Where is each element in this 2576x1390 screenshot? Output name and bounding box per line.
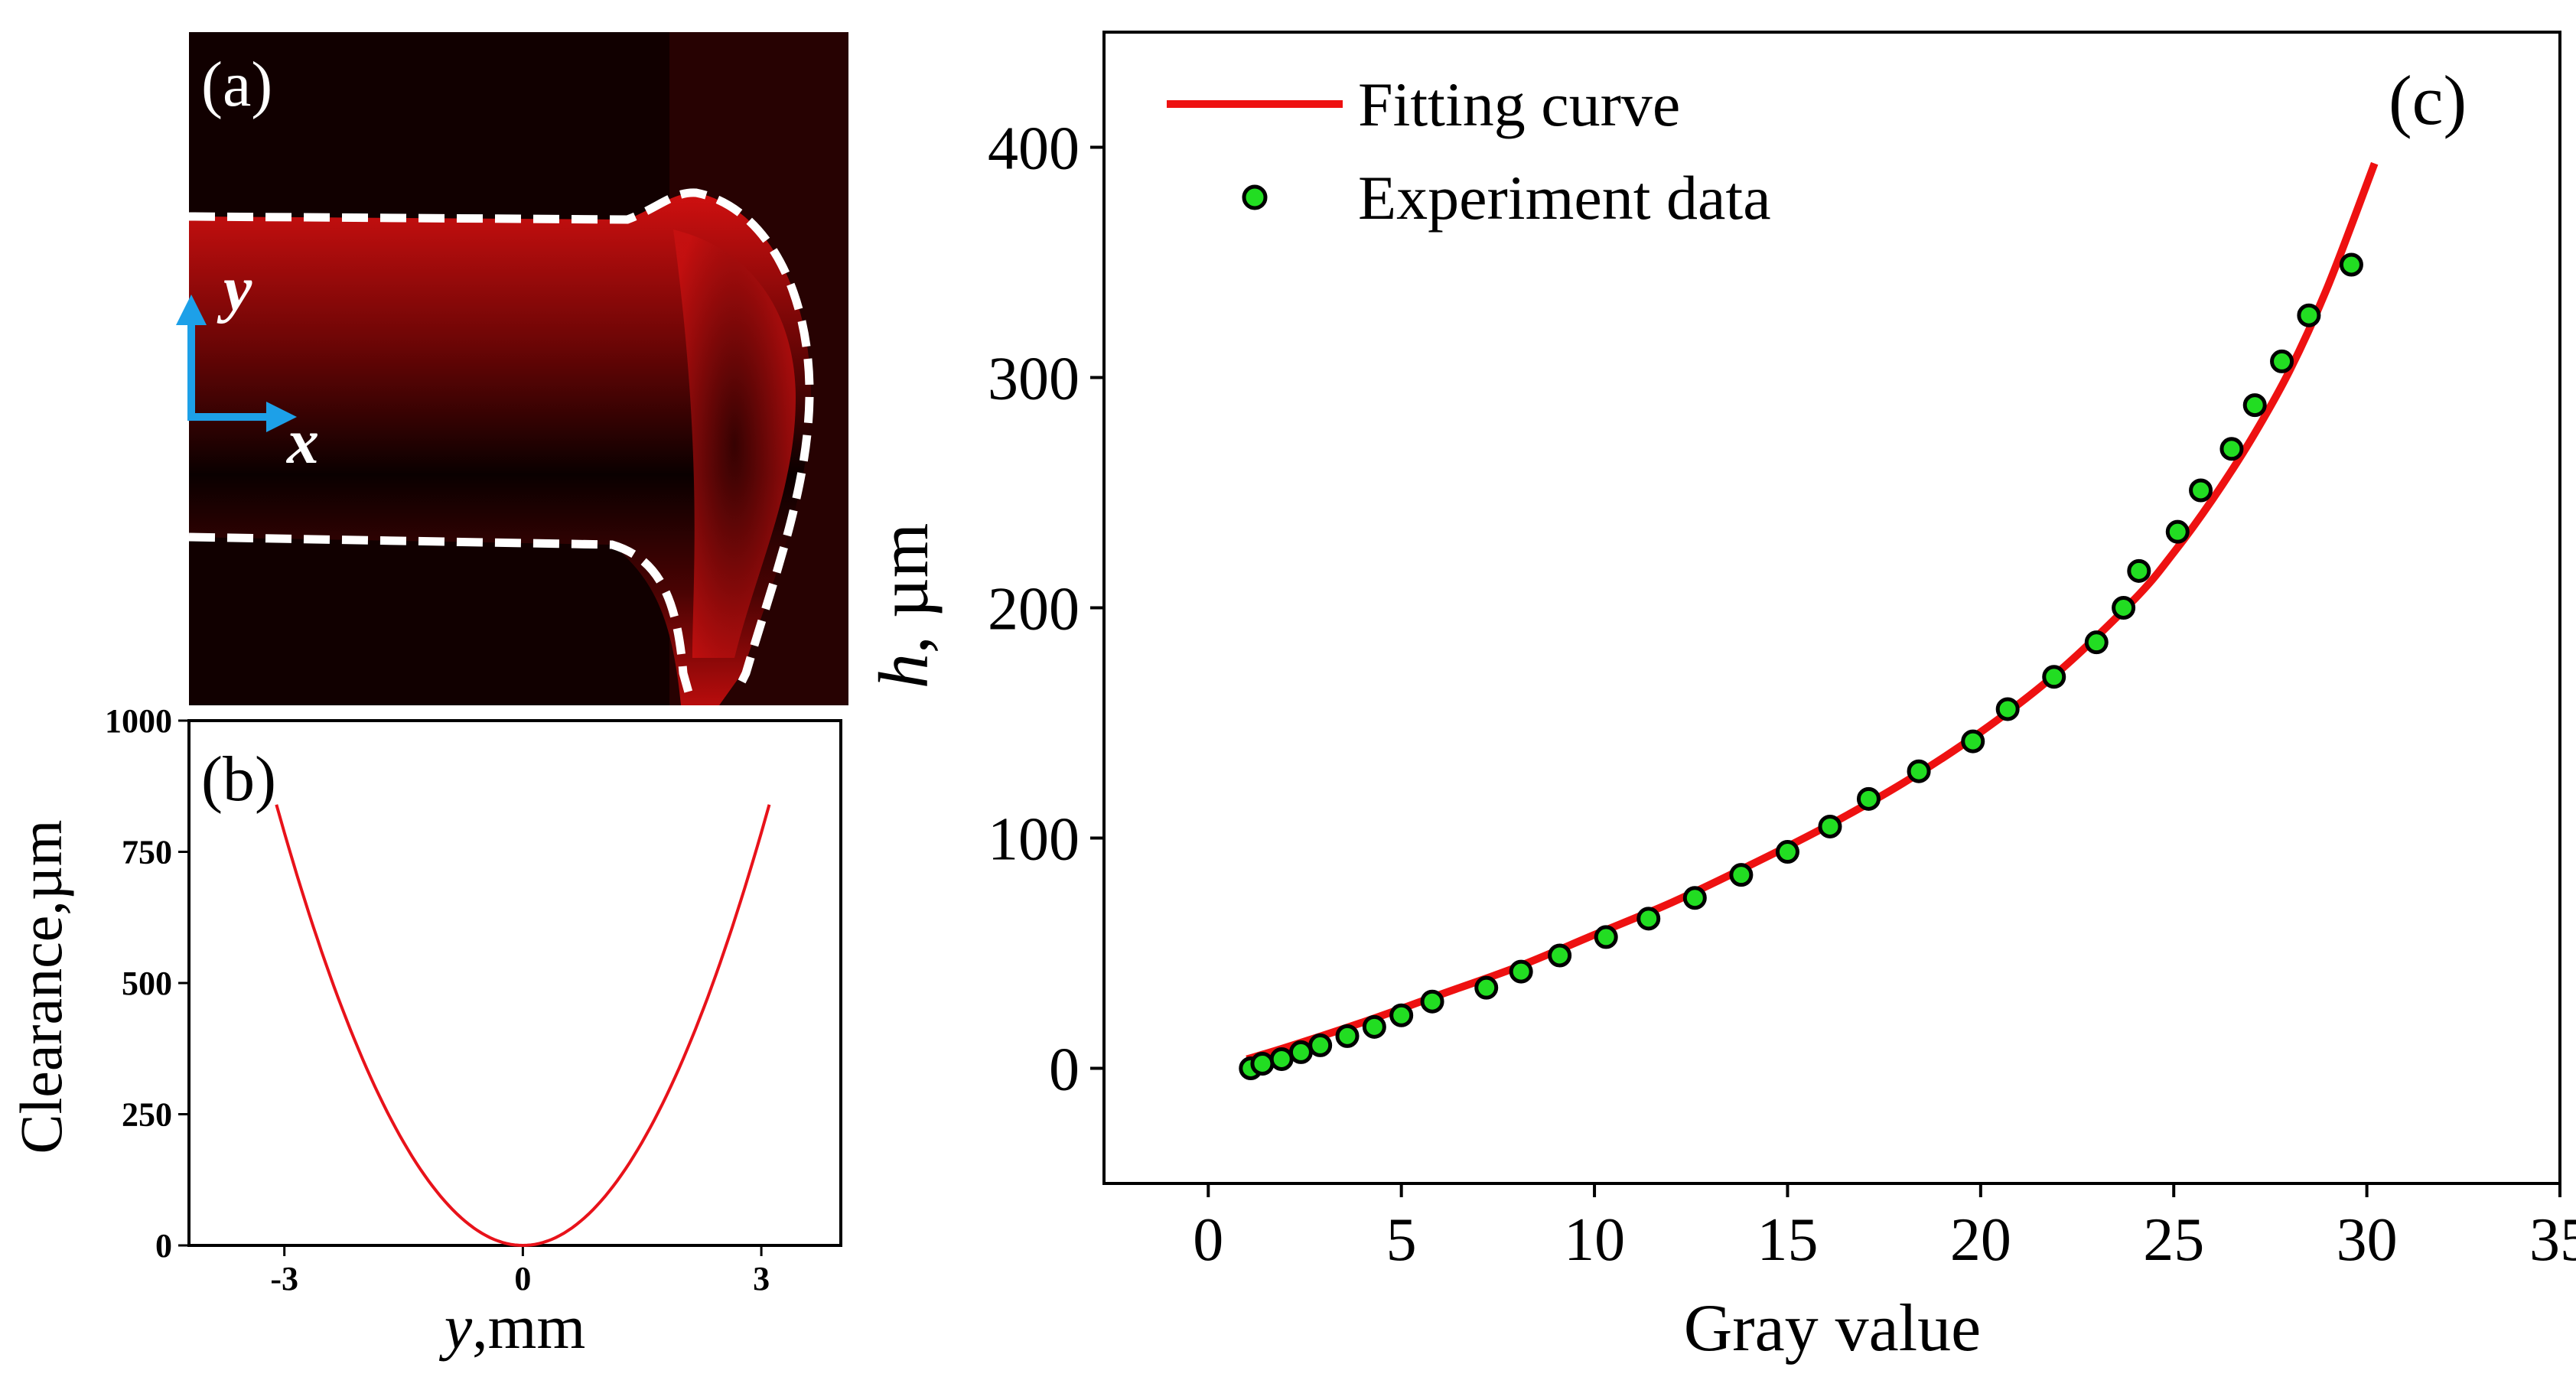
panel-b-ytick-label: 750 bbox=[122, 834, 172, 871]
panel-c-ylabel: h, µm bbox=[865, 523, 943, 689]
panel-b-label: (b) bbox=[201, 744, 276, 815]
legend-fit-label: Fitting curve bbox=[1358, 70, 1680, 139]
panel-c-chart: 0 5 10 15 20 25 30 35 0 100 200 300 400 (c) Fitting … bbox=[865, 31, 2576, 1366]
experiment-point bbox=[1818, 814, 1842, 838]
experiment-point bbox=[1389, 1003, 1414, 1027]
experiment-point bbox=[1269, 1047, 1294, 1071]
panel-c-xtick-label: 5 bbox=[1386, 1206, 1417, 1274]
panel-b-xlabel: y,mm bbox=[439, 1292, 585, 1362]
experiment-point bbox=[2297, 303, 2321, 327]
experiment-point bbox=[1362, 1014, 1386, 1039]
panel-c-xtick-label: 35 bbox=[2529, 1206, 2576, 1274]
experiment-point bbox=[1682, 886, 1707, 910]
panel-c-frame bbox=[1102, 31, 2561, 1185]
experiment-point bbox=[1250, 1051, 1275, 1076]
experiment-point bbox=[2165, 519, 2190, 544]
experiment-point bbox=[1420, 989, 1444, 1014]
panel-b-ytick-label: 0 bbox=[155, 1227, 172, 1265]
panel-c-xtick-label: 30 bbox=[2337, 1206, 2398, 1274]
axis-x-label: x bbox=[285, 406, 319, 477]
experiment-point bbox=[1907, 759, 1931, 783]
experiment-point bbox=[1856, 786, 1881, 811]
experiment-point bbox=[1729, 863, 1754, 887]
experiment-point bbox=[1636, 907, 1661, 931]
panel-b-chart: -3 0 3 0 250 500 750 1000 (b) Clearance,µm y,mm bbox=[8, 702, 842, 1362]
experiment-point bbox=[2219, 437, 2244, 461]
experiment-point bbox=[1288, 1040, 1313, 1064]
panel-c-ylabel-unit: , µm bbox=[865, 523, 943, 654]
bulb-shadow bbox=[673, 229, 796, 658]
panel-c-ytick-label: 100 bbox=[988, 806, 1080, 874]
panel-b-xlabel-var: y bbox=[439, 1292, 473, 1362]
panel-a-image: y x (a) bbox=[176, 32, 848, 705]
panel-b-xtick-label: 0 bbox=[514, 1260, 531, 1297]
panel-c-xtick-label: 15 bbox=[1757, 1206, 1818, 1274]
panel-a-label: (a) bbox=[201, 49, 272, 120]
lower-boundary-dashed bbox=[188, 532, 693, 694]
experiment-point bbox=[1995, 697, 2020, 721]
panel-c-label: (c) bbox=[2389, 61, 2467, 139]
panel-c-xtick-label: 0 bbox=[1193, 1206, 1223, 1274]
experiment-point bbox=[1594, 925, 1618, 949]
experiment-point bbox=[1509, 959, 1533, 984]
panel-b-ytick-label: 250 bbox=[122, 1096, 172, 1134]
panel-c-xtick-label: 10 bbox=[1564, 1206, 1625, 1274]
experiment-point bbox=[2127, 558, 2151, 583]
experiment-point bbox=[2112, 596, 2136, 620]
experiment-point bbox=[1961, 729, 1985, 754]
experiment-point bbox=[2242, 393, 2267, 418]
panel-c-xtick-label: 20 bbox=[1950, 1206, 2011, 1274]
panel-c-ytick-label: 200 bbox=[988, 576, 1080, 643]
experiment-point bbox=[2042, 665, 2066, 689]
panel-c-ytick-label: 400 bbox=[988, 116, 1080, 183]
legend: Fitting curve Experiment data bbox=[1167, 70, 1771, 233]
panel-b-curve bbox=[275, 804, 771, 1248]
panel-c-ytick-label: 300 bbox=[988, 346, 1080, 413]
panel-c-xlabel: Gray value bbox=[1684, 1291, 1981, 1366]
experiment-point bbox=[2270, 349, 2294, 373]
experiment-point bbox=[2189, 478, 2213, 503]
panel-b-ytick-label: 500 bbox=[122, 965, 172, 1002]
panel-b-xtick-label: -3 bbox=[270, 1260, 298, 1297]
experiment-point bbox=[2084, 630, 2109, 655]
experiment-point bbox=[1548, 943, 1572, 968]
legend-exp-label: Experiment data bbox=[1358, 163, 1771, 233]
experiment-point bbox=[1474, 975, 1499, 1000]
panel-c-ylabel-var: h bbox=[865, 653, 943, 688]
panel-c-ytick-label: 0 bbox=[1049, 1037, 1080, 1104]
panel-b-xtick-label: 3 bbox=[753, 1260, 770, 1297]
panel-b-ylabel: Clearance,µm bbox=[8, 820, 74, 1154]
fitting-curve bbox=[1246, 161, 2379, 1063]
panel-b-xlabel-unit: ,mm bbox=[472, 1292, 585, 1362]
panel-b-frame bbox=[187, 719, 842, 1247]
panel-b-ytick-label: 1000 bbox=[105, 702, 172, 740]
experiment-point bbox=[2339, 252, 2363, 277]
upper-boundary-dashed bbox=[188, 188, 814, 691]
panel-c-xtick-label: 25 bbox=[2143, 1206, 2204, 1274]
experiment-point bbox=[1308, 1033, 1333, 1057]
legend-exp-marker bbox=[1242, 184, 1268, 210]
experiment-point bbox=[1775, 840, 1799, 864]
experiment-point bbox=[1335, 1024, 1360, 1048]
